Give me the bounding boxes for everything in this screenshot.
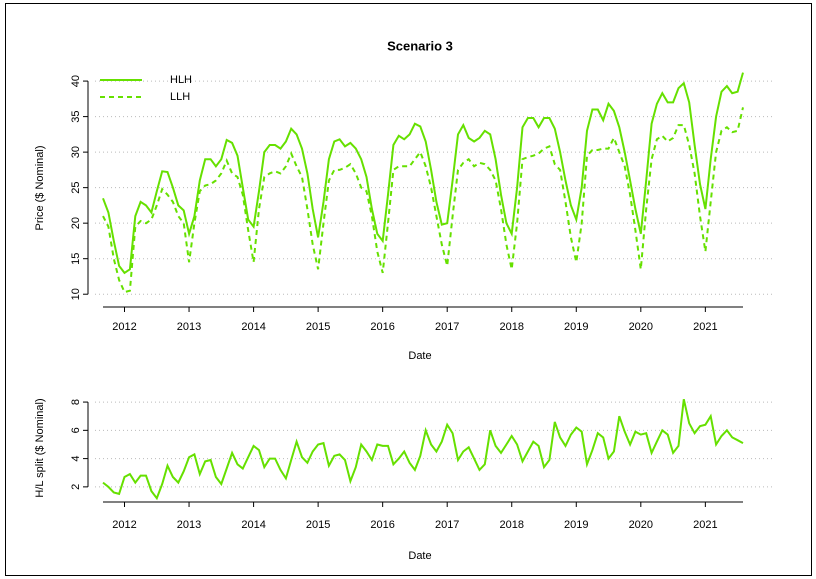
y-tick-label: 4 (70, 456, 82, 462)
line-series (102, 72, 744, 275)
x-tick-label: 2020 (629, 321, 653, 333)
x-tick-label: 2017 (435, 519, 459, 531)
y-tick-label: 10 (70, 288, 82, 300)
x-tick-label: 2018 (499, 519, 523, 531)
y-tick-label: 40 (70, 75, 82, 87)
x-axis-label: Date (408, 350, 431, 362)
x-tick-label: 2014 (241, 519, 265, 531)
x-tick-label: 2013 (177, 519, 201, 531)
x-tick-label: 2015 (306, 519, 330, 531)
x-tick-label: 2012 (112, 519, 136, 531)
x-tick-label: 2017 (435, 321, 459, 333)
x-tick-label: 2021 (693, 519, 717, 531)
y-axis-label: H/L split ($ Nominal) (34, 398, 46, 497)
y-tick-label: 15 (70, 253, 82, 265)
chart-title: Scenario 3 (387, 38, 453, 53)
x-tick-label: 2014 (241, 321, 265, 333)
y-tick-label: 35 (70, 110, 82, 122)
y-tick-label: 20 (70, 217, 82, 229)
y-tick-label: 2 (70, 484, 82, 490)
line-series (102, 398, 744, 501)
x-tick-label: 2015 (306, 321, 330, 333)
x-tick-label: 2013 (177, 321, 201, 333)
y-tick-label: 30 (70, 146, 82, 158)
x-tick-label: 2016 (370, 321, 394, 333)
line-series (102, 107, 744, 294)
legend-label: LLH (170, 91, 190, 103)
x-tick-label: 2016 (370, 519, 394, 531)
x-tick-label: 2021 (693, 321, 717, 333)
frame (5, 3, 812, 576)
y-tick-label: 25 (70, 182, 82, 194)
y-axis-label: Price ($ Nominal) (34, 146, 46, 231)
legend-label: HLH (170, 74, 192, 86)
y-tick-label: 6 (70, 427, 82, 433)
x-axis-label: Date (408, 550, 431, 562)
x-tick-label: 2020 (629, 519, 653, 531)
x-tick-label: 2019 (564, 321, 588, 333)
x-tick-label: 2012 (112, 321, 136, 333)
x-tick-label: 2018 (499, 321, 523, 333)
x-tick-label: 2019 (564, 519, 588, 531)
y-tick-label: 8 (70, 399, 82, 405)
